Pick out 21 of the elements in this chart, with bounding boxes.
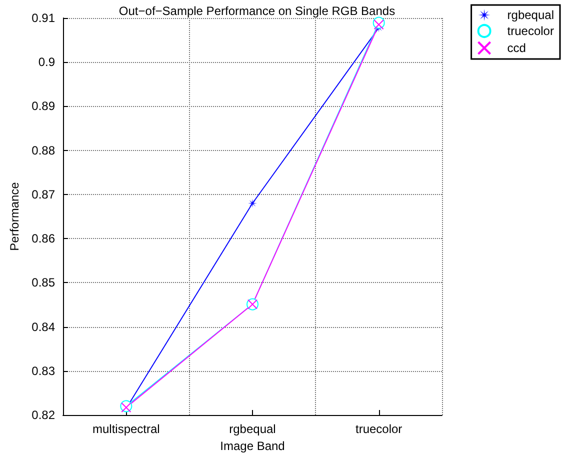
- y-tick-label: 0.9: [38, 55, 56, 70]
- legend-label: ccd: [507, 41, 526, 55]
- chart-title: Out−of−Sample Performance on Single RGB Bands: [118, 4, 396, 18]
- y-tick-label: 0.82: [32, 408, 56, 422]
- x-tick-label: rgbequal: [229, 422, 276, 436]
- legend-label: truecolor: [507, 24, 554, 38]
- y-tick-label: 0.85: [32, 276, 56, 290]
- y-axis-title: Performance: [8, 182, 22, 251]
- y-tick-label: 0.89: [32, 99, 56, 114]
- y-tick-label: 0.84: [32, 320, 56, 334]
- point: [374, 20, 384, 30]
- x-tick-label: multispectral: [92, 422, 160, 436]
- y-tick-label: 0.86: [32, 232, 56, 246]
- y-tick-label: 0.87: [32, 187, 56, 202]
- y-tick-label: 0.88: [32, 143, 56, 158]
- point: [248, 198, 257, 208]
- x-axis-title: Image Band: [220, 438, 285, 453]
- legend-label: rgbequal: [507, 8, 554, 22]
- y-tick-label: 0.83: [32, 364, 56, 378]
- y-tick-label: 0.91: [32, 11, 56, 25]
- x-tick-label: truecolor: [355, 422, 402, 436]
